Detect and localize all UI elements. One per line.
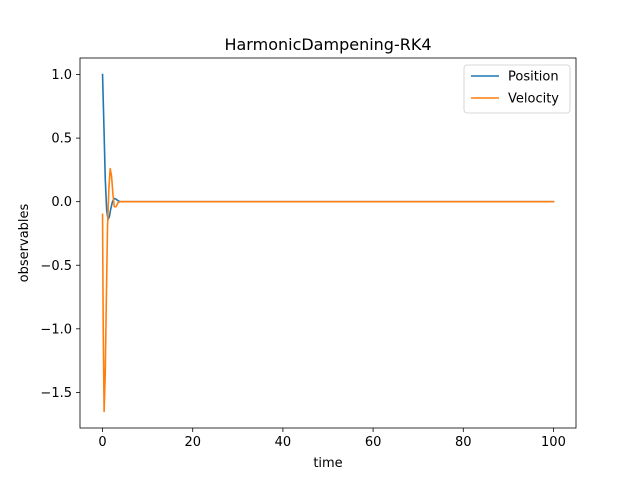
x-tick-label: 60 bbox=[365, 435, 382, 450]
axes-frame bbox=[79, 57, 577, 429]
x-tick-label: 100 bbox=[541, 435, 566, 450]
y-tick-label: −0.5 bbox=[40, 259, 72, 274]
legend: Position Velocity bbox=[463, 64, 571, 114]
y-tick-label: 0.0 bbox=[51, 195, 72, 210]
legend-label-velocity: Velocity bbox=[508, 92, 559, 107]
legend-label-position: Position bbox=[508, 70, 559, 85]
y-tick-label: 1.0 bbox=[51, 68, 72, 83]
x-tick-label: 20 bbox=[184, 435, 201, 450]
x-axis-label: time bbox=[313, 456, 342, 471]
chart-title: HarmonicDampening-RK4 bbox=[224, 35, 431, 54]
x-tick-label: 40 bbox=[275, 435, 292, 450]
y-tick-label: 0.5 bbox=[51, 132, 72, 147]
x-tick-label: 80 bbox=[455, 435, 472, 450]
y-tick-label: −1.5 bbox=[40, 386, 72, 401]
series-line-velocity bbox=[101, 167, 555, 413]
y-tick-label: −1.0 bbox=[40, 322, 72, 337]
ticks: 0 20 40 60 80 100 1.0 0.5 0.0 −0.5 −1.0 −1.5 bbox=[40, 68, 565, 450]
x-tick-label: 0 bbox=[98, 435, 106, 450]
plot-area bbox=[101, 73, 555, 413]
y-axis-label: observables bbox=[17, 203, 32, 282]
legend-box bbox=[463, 64, 571, 114]
